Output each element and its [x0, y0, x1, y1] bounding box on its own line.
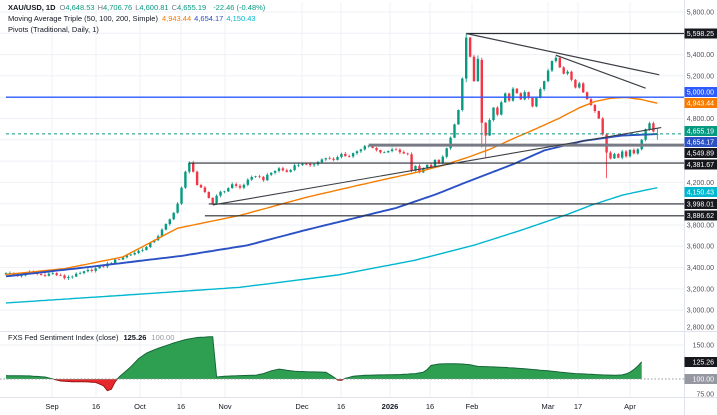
- ma-values: 4,943.44 4,654.17 4,150.43: [162, 14, 259, 23]
- price-levels: [6, 32, 684, 217]
- time-tick-label: Oct: [134, 402, 147, 411]
- rising-trendline[interactable]: [212, 127, 662, 206]
- price-tick-label: 4,200.00: [687, 180, 714, 187]
- time-tick-label: 16: [426, 402, 434, 411]
- price-badge: 4,381.67: [684, 159, 717, 170]
- price-scale[interactable]: 5,800.00 5,400.00 5,200.00 4,800.00 4,200.00…: [684, 9, 717, 398]
- descending-trendline-1[interactable]: [466, 32, 660, 76]
- time-tick-label: Nov: [218, 402, 232, 411]
- price-badge-label: 5,598.25: [687, 31, 714, 38]
- price-badge: 125.26: [684, 357, 717, 367]
- ohlc-values: O4,648.53 H4,706.76 L4,600.81 C4,655.19: [60, 3, 210, 12]
- price-tick-label: 4,800.00: [687, 116, 714, 123]
- price-tick-label: 3,400.00: [687, 265, 714, 272]
- ohlc-key: C: [171, 3, 177, 12]
- price-tick-label: 3,600.00: [687, 244, 714, 251]
- ma-indicator-title: Moving Average Triple (50, 100, 200, Sim…: [8, 14, 158, 23]
- ohlc-key: H: [97, 3, 103, 12]
- price-badge-label: 5,000.00: [687, 90, 714, 97]
- pivots-indicator-title: Pivots (Traditional, Daily, 1): [8, 25, 99, 34]
- time-tick-label: 16: [337, 402, 345, 411]
- price-tick-label: 3,800.00: [687, 222, 714, 229]
- ohlc-key: L: [135, 3, 140, 12]
- price-badge: 4,549.89: [684, 148, 717, 158]
- ma-line-sma-100: [5, 133, 658, 278]
- time-tick-label: 2026: [382, 402, 399, 411]
- price-badge-label: 100.00: [693, 377, 715, 384]
- price-tick-label: 5,400.00: [687, 52, 714, 59]
- time-scale[interactable]: Sep 16 Oct 16 Nov Dec 16 2026 16 Feb Mar 17 Apr: [45, 402, 636, 411]
- ma-value: 4,654.17: [194, 14, 224, 23]
- price-badge-label: 125.26: [693, 360, 715, 367]
- sentiment-area-series: [5, 336, 643, 392]
- time-tick-label: Sep: [45, 402, 58, 411]
- descending-trendline-2[interactable]: [555, 54, 646, 89]
- price-badge-label: 4,943.44: [687, 101, 714, 108]
- price-badge: 100.00: [684, 374, 717, 384]
- ohlc-value: 4,600.81: [139, 3, 169, 12]
- ma-value: 4,150.43: [226, 14, 256, 23]
- ma-line-sma-50: [5, 96, 658, 276]
- price-badge: 4,150.43: [684, 187, 717, 197]
- time-tick-label: 16: [177, 402, 185, 411]
- price-badge-label: 4,381.67: [687, 162, 714, 169]
- time-tick-label: 16: [92, 402, 100, 411]
- price-badge-label: 4,655.19: [687, 129, 714, 136]
- sentiment-indicator-title: FXS Fed Sentiment Index (close): [8, 333, 119, 342]
- ma-legend-row[interactable]: Moving Average Triple (50, 100, 200, Sim…: [8, 13, 265, 24]
- time-tick-label: Dec: [295, 402, 309, 411]
- price-badge-label: 4,150.43: [687, 190, 714, 197]
- price-badge: 4,655.19: [684, 126, 717, 136]
- price-tick-label: 5,200.00: [687, 73, 714, 80]
- sentiment-legend-row[interactable]: FXS Fed Sentiment Index (close) 125.26 1…: [8, 332, 174, 343]
- price-badge: 3,886.62: [684, 210, 717, 221]
- price-tick-label: 3,200.00: [687, 286, 714, 293]
- time-tick-label: Apr: [624, 402, 636, 411]
- moving-average-lines: [5, 96, 658, 304]
- ohlc-value: 4,706.76: [102, 3, 133, 12]
- ohlc-value: 4,655.19: [176, 3, 207, 12]
- pivots-legend-row[interactable]: Pivots (Traditional, Daily, 1): [8, 24, 265, 35]
- symbol-legend-row[interactable]: XAU/USD, 1D O4,648.53 H4,706.76 L4,600.81 C…: [8, 2, 265, 13]
- price-badge-label: 3,998.01: [687, 202, 714, 209]
- ohlc-value: 4,648.53: [65, 3, 95, 12]
- ma-line-sma-200: [5, 187, 658, 304]
- price-tick-label: 75.00: [696, 391, 714, 398]
- price-badge: 5,598.25: [684, 28, 717, 39]
- ma-value: 4,943.44: [161, 14, 192, 23]
- price-tick-label: 150.00: [693, 342, 715, 349]
- candlestick-series: [4, 33, 659, 280]
- sentiment-value: 125.26: [123, 333, 147, 342]
- price-tick-label: 2,800.00: [687, 324, 714, 331]
- price-badge-label: 4,549.89: [687, 151, 714, 158]
- sentiment-baseline-value: 100.00: [151, 333, 175, 342]
- time-tick-label: 17: [574, 402, 582, 411]
- price-badge: 3,998.01: [684, 199, 717, 209]
- ohlc-key: O: [59, 3, 66, 12]
- price-tick-label: 5,800.00: [687, 9, 714, 16]
- symbol-title: XAU/USD, 1D: [8, 3, 56, 12]
- price-badge: 4,654.17: [684, 137, 717, 147]
- price-badge: 5,000.00: [684, 87, 717, 97]
- change-value: -22.46 (-0.48%): [213, 3, 266, 12]
- price-badge-label: 3,886.62: [687, 213, 714, 220]
- time-tick-label: Mar: [542, 402, 555, 411]
- time-tick-label: Feb: [466, 402, 479, 411]
- price-badge: 4,943.44: [684, 98, 717, 108]
- chart-legend: XAU/USD, 1D O4,648.53 H4,706.76 L4,600.81 C…: [8, 2, 265, 35]
- price-tick-label: 3,000.00: [687, 308, 714, 315]
- price-badge-label: 4,654.17: [687, 140, 714, 147]
